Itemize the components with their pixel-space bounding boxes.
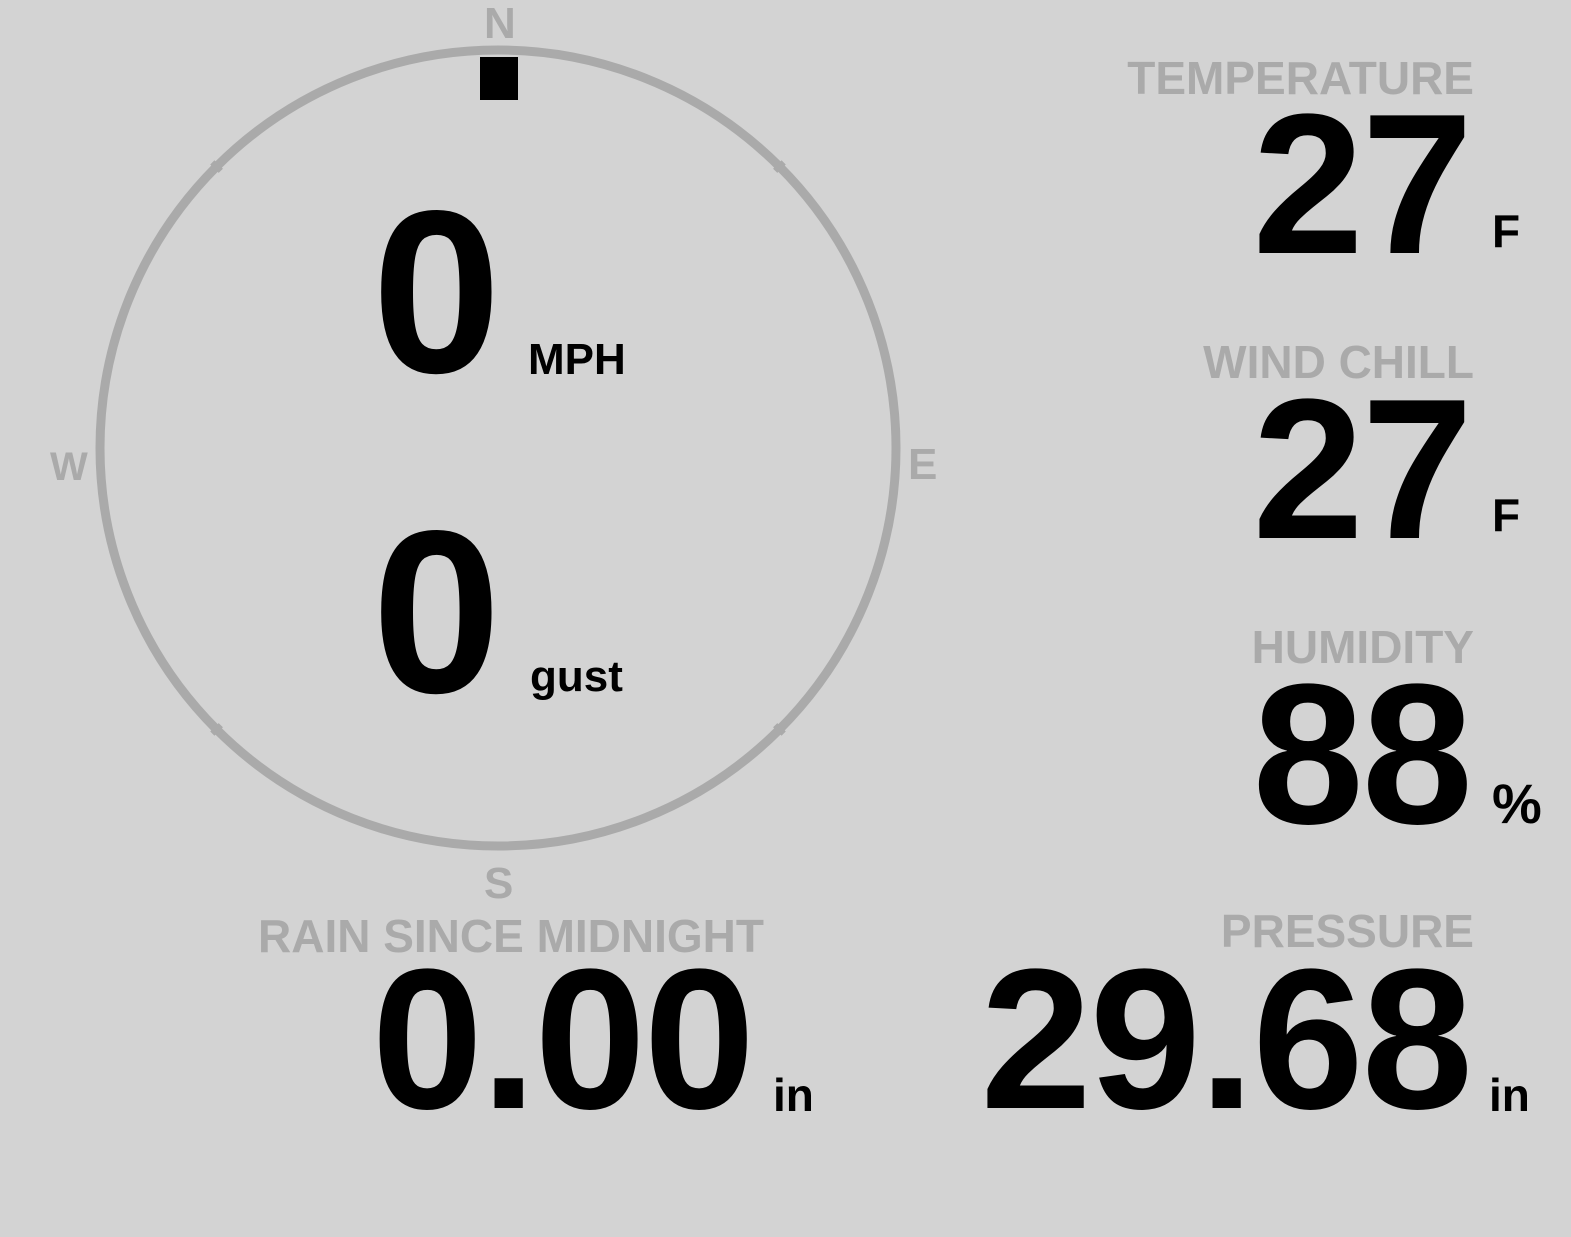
compass-south: S: [484, 859, 514, 908]
humidity-value: 88: [1252, 643, 1473, 866]
compass-north: N: [484, 0, 516, 48]
compass-east: E: [908, 440, 938, 489]
rain-value: 0.00: [371, 928, 755, 1151]
compass-tick: [210, 160, 223, 173]
wind-chill-unit: F: [1492, 489, 1521, 541]
compass-tick: [773, 723, 786, 736]
temperature-value: 27: [1252, 73, 1473, 296]
compass-tick: [773, 160, 786, 173]
wind-chill-value: 27: [1252, 358, 1473, 581]
compass-ring: [95, 45, 901, 851]
rain-unit: in: [773, 1069, 814, 1121]
wind-gust-value: 0: [372, 483, 502, 742]
wind-direction-indicator: [480, 57, 518, 100]
humidity-label: HUMIDITY: [1251, 621, 1474, 673]
wind-speed-unit: MPH: [528, 335, 626, 384]
temperature-unit: F: [1492, 205, 1521, 257]
compass-tick: [210, 723, 223, 736]
wind-chill-label: WIND CHILL: [1203, 336, 1474, 388]
wind-gust-unit: gust: [530, 652, 623, 701]
wind-speed-value: 0: [372, 163, 502, 422]
pressure-label: PRESSURE: [1220, 905, 1474, 957]
pressure-value: 29.68: [980, 928, 1473, 1151]
humidity-unit: %: [1492, 772, 1542, 835]
compass-west: W: [50, 445, 88, 489]
compass-ticks: [210, 160, 786, 736]
temperature-label: TEMPERATURE: [1127, 52, 1474, 104]
rain-label: RAIN SINCE MIDNIGHT: [258, 910, 764, 962]
pressure-unit: in: [1489, 1069, 1530, 1121]
